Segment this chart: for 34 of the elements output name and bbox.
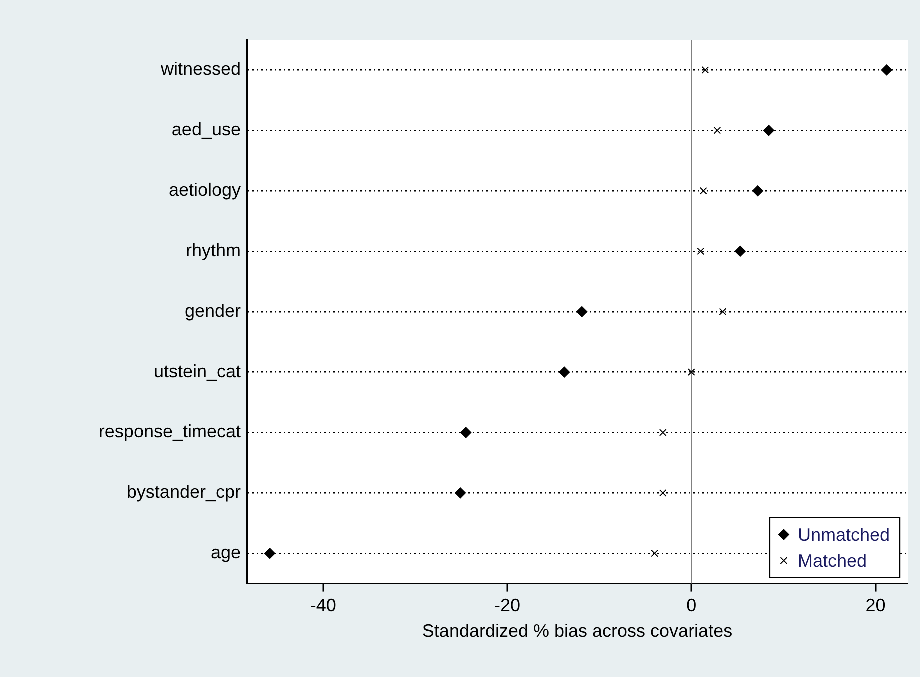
point	[576, 306, 588, 318]
point	[719, 308, 727, 316]
point	[659, 429, 667, 436]
y-tick-label: utstein_cat	[154, 361, 241, 382]
legend-label: Unmatched	[798, 524, 890, 545]
point	[559, 366, 570, 378]
point	[651, 550, 659, 558]
y-tick-label: witnessed	[160, 59, 241, 80]
y-tick-label: rhythm	[186, 240, 241, 260]
legend-label: Matched	[798, 550, 867, 571]
y-tick-label: age	[210, 542, 241, 563]
x-tick-label: 20	[866, 596, 886, 616]
point	[659, 489, 667, 497]
point	[763, 125, 774, 136]
point	[734, 246, 746, 257]
x-tick-label: -40	[310, 596, 336, 616]
y-tick-label: gender	[184, 300, 241, 321]
point	[702, 66, 710, 74]
point	[460, 427, 472, 438]
point	[700, 187, 708, 195]
point	[455, 488, 466, 499]
point	[714, 126, 722, 134]
point	[697, 248, 705, 256]
x-tick-label: 0	[686, 596, 697, 616]
x-axis-title: Standardized % bias across covariates	[422, 621, 733, 642]
y-tick-label: bystander_cpr	[126, 482, 241, 502]
point	[752, 186, 764, 197]
y-tick-label: aed_use	[172, 120, 241, 140]
y-tick-label: aetiology	[168, 180, 241, 200]
y-tick-label: response_timecat	[98, 422, 241, 442]
point	[264, 548, 276, 560]
point	[881, 64, 892, 76]
point	[688, 368, 696, 376]
x-tick-label: -20	[494, 596, 521, 616]
